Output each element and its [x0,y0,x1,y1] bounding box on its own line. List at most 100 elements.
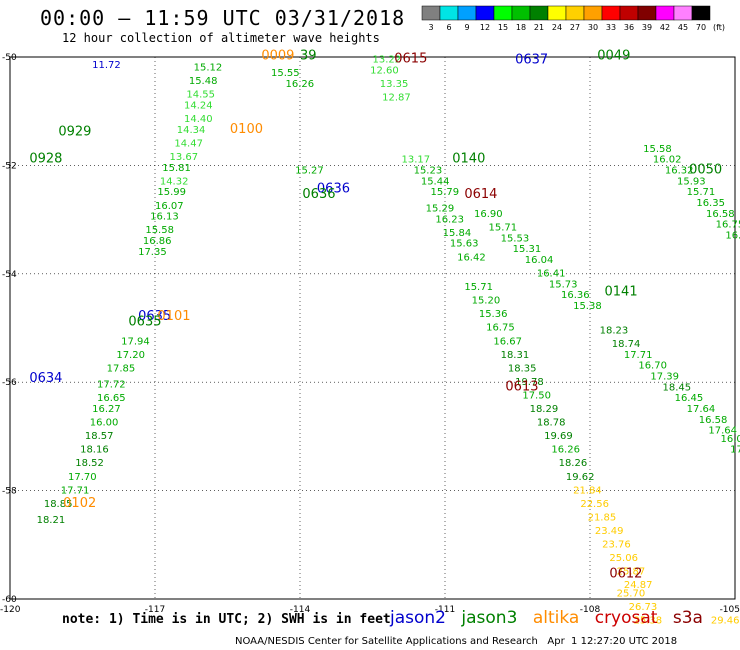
swh-value-label: 16.90 [474,209,503,220]
swh-value-label: 14.34 [177,125,206,136]
track-time-label: 0140 [452,152,485,167]
track-time-label: 11.72 [92,60,121,71]
map-frame [9,56,736,600]
swh-value-label: 26.73 [629,602,658,613]
swh-value-label: 15.58 [643,144,672,155]
swh-value-label: 22.56 [580,499,609,510]
track-time-label: 0613 [505,379,538,394]
swh-value-label: 15.29 [426,203,455,214]
legend-label: 21 [534,23,544,32]
swh-value-label: 18.57 [85,431,114,442]
swh-value-label: 15.71 [687,187,716,198]
swh-value-label: 16.41 [537,269,566,280]
swh-value-label: 16.32 [665,166,694,177]
swh-value-label: 15.93 [677,176,706,187]
lon-tick-label: -111 [435,605,455,615]
legend-swatch [439,5,459,21]
lon-tick-label: -105 [720,605,740,615]
swh-value-label: 17.64 [708,426,737,437]
lat-tick-label: -54 [2,270,17,280]
track-time-label: 0636 [317,182,350,197]
legend-label: 70 [696,23,706,32]
swh-value-label: 17.85 [107,363,136,374]
swh-value-label: 17.35 [138,247,167,258]
legend-label: 33 [606,23,616,32]
swh-value-label: 14.40 [184,114,213,125]
legend-label: 9 [464,23,469,32]
swh-value-label: 17.64 [687,404,716,415]
swh-value-label: 15.12 [194,63,223,74]
sat-legend-s3a: s3a [672,608,703,628]
legend-swatch [637,5,657,21]
legend-swatch [619,5,639,21]
track-time-label: 0615 [394,51,427,66]
swh-value-label: 16.07 [155,201,184,212]
swh-value-label: 15.44 [421,176,450,187]
swh-value-label: 16.67 [493,336,522,347]
swh-value-label: 17.72 [97,380,126,391]
swh-value-label: 12.60 [370,65,399,76]
footer-note: note: 1) Time is in UTC; 2) SWH is in fe… [62,612,391,627]
lon-tick-label: -114 [290,605,311,615]
track-time-label: 0050 [689,163,722,178]
swh-value-label: 21.84 [573,485,602,496]
swh-value-label: 18.35 [508,363,537,374]
swh-value-label: 18.26 [559,458,588,469]
swh-value-label: 19.62 [566,472,595,483]
swh-value-label: 15.27 [295,166,324,177]
swh-value-label: 16.92 [725,231,740,242]
swh-value-label: 18.23 [600,325,629,336]
swh-value-label: 17.50 [522,390,551,401]
lat-tick-label: -52 [2,161,17,171]
sat-legend-cryosat: cryosat [594,608,658,628]
swh-value-label: 25.06 [609,553,638,564]
swh-value-label: 16.13 [150,212,179,223]
swh-value-label: 13.35 [380,79,409,90]
swh-value-label: 15.38 [573,301,602,312]
swh-value-label: 16.00 [721,434,740,445]
legend-swatch [511,5,531,21]
swh-value-label: 16.86 [143,236,172,247]
swh-value-label: 16.35 [696,198,725,209]
legend-label: 39 [642,23,652,32]
swh-value-label: 14.32 [160,176,189,187]
swh-value-label: 21.85 [588,512,617,523]
swh-value-label: 15.36 [479,309,508,320]
swh-value-label: 16.58 [706,209,735,220]
lat-tick-label: -56 [2,378,17,388]
swh-value-label: 14.47 [174,138,203,149]
swh-value-label: 15.73 [549,279,578,290]
swh-value-label: 14.55 [186,90,215,101]
swh-value-label: 15.31 [513,244,542,255]
legend-swatch [421,5,441,21]
swh-value-label: 23.49 [595,526,624,537]
legend-label: 36 [624,23,634,32]
swh-value-label: 15.71 [464,282,493,293]
swh-value-label: 16.00 [90,418,119,429]
track-time-label: 0009 [261,49,294,64]
track-time-label: 0634 [29,371,62,386]
swh-value-label: 16.36 [561,290,590,301]
swh-value-label: 15.48 [189,76,218,87]
swh-value-label: 18.16 [80,445,109,456]
swh-value-label: 16.27 [92,404,121,415]
swh-value-label: 16.23 [435,214,464,225]
lat-tick-label: -58 [2,487,17,497]
legend-swatch [493,5,513,21]
track-time-label: 0612 [609,566,642,581]
legend-label: 6 [446,23,451,32]
swh-value-label: 17.39 [650,371,679,382]
swh-value-label: 16.65 [97,393,126,404]
swh-value-label: 29.46 [711,615,740,626]
swh-value-label: 14.24 [184,100,213,111]
swh-value-label: 16.70 [638,361,667,372]
swh-value-label: 18.74 [612,339,641,350]
track-time-label: 0637 [515,53,548,68]
legend-swatch [475,5,495,21]
swh-value-label: 18.31 [501,350,530,361]
lon-tick-label: -117 [145,605,165,615]
swh-value-label: 17.70 [68,472,97,483]
track-time-label: 0929 [58,125,91,140]
swh-value-label: 16.45 [675,393,704,404]
legend-swatch [655,5,675,21]
